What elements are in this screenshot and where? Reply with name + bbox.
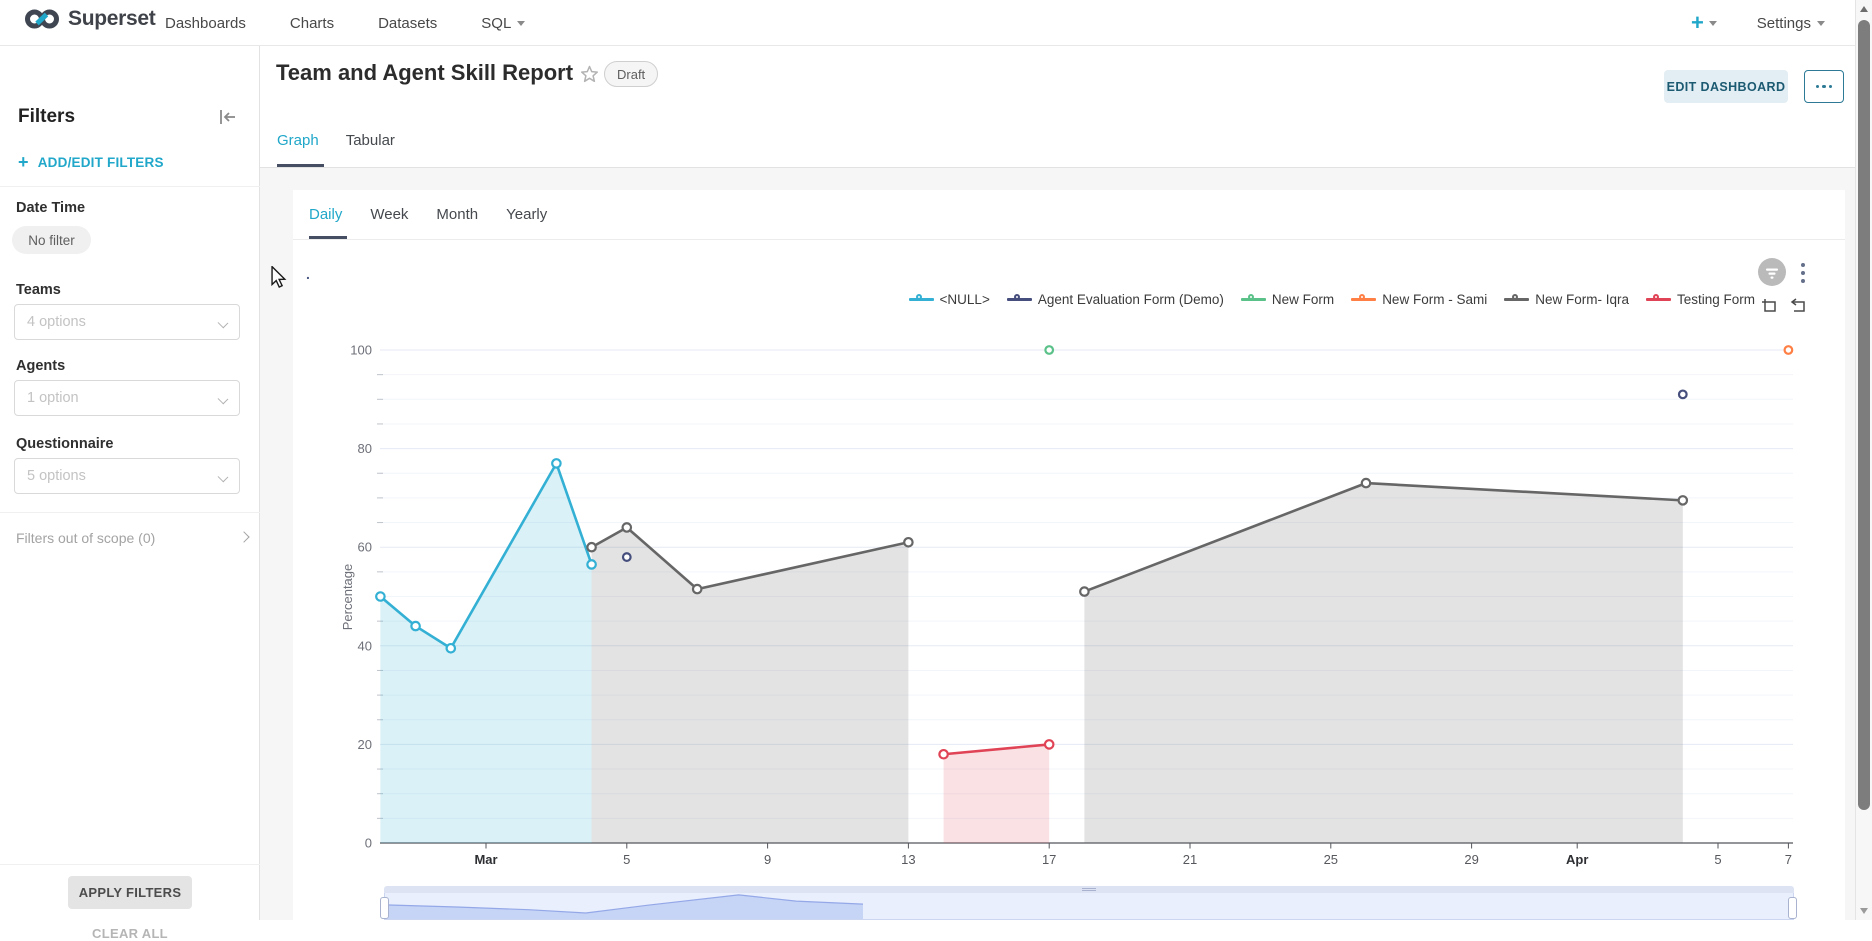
caret-down-icon [1817, 20, 1825, 26]
scroll-up-icon[interactable] [1860, 6, 1868, 12]
datazoom-move-handle[interactable] [384, 886, 1794, 893]
apply-filters-button[interactable]: APPLY FILTERS [68, 876, 192, 909]
page-scrollbar[interactable] [1855, 0, 1872, 920]
page-title: Team and Agent Skill Report [276, 60, 574, 85]
filter-label-teams: Teams [16, 282, 61, 298]
agents-select[interactable]: 1 option [14, 380, 240, 416]
legend-label: Agent Evaluation Form (Demo) [1037, 292, 1224, 307]
tab-graph[interactable]: Graph [277, 132, 319, 149]
tab-yearly[interactable]: Yearly [506, 206, 548, 223]
new-item-button[interactable]: + [1691, 12, 1717, 34]
plus-icon: + [1690, 10, 1704, 35]
tab-daily[interactable]: Daily [309, 206, 343, 223]
active-tab-indicator [309, 236, 347, 239]
legend-marker [1645, 294, 1671, 301]
collapse-sidebar-icon[interactable] [218, 108, 238, 126]
settings-menu[interactable]: Settings [1757, 15, 1825, 32]
divider [0, 186, 260, 187]
nav-sql[interactable]: SQL [481, 15, 526, 32]
chart-menu-button[interactable] [1796, 260, 1810, 286]
filters-sidebar: Filters + ADD/EDIT FILTERS Date Time No … [0, 46, 260, 941]
brand-name: Superset [68, 7, 156, 30]
top-navbar: Superset Dashboards Charts Datasets SQL … [0, 0, 1855, 46]
legend-item[interactable]: Testing Form [1645, 292, 1755, 307]
ellipsis-icon [1815, 84, 1820, 89]
legend-marker [1504, 294, 1530, 301]
nav-dashboards[interactable]: Dashboards [165, 14, 246, 32]
chevron-down-icon [217, 317, 229, 329]
questionnaire-select[interactable]: 5 options [14, 458, 240, 494]
datazoom-left-handle[interactable] [380, 897, 389, 919]
chart-title-dot: . [306, 266, 310, 282]
legend-label: New Form [1271, 292, 1335, 307]
chart-toolbox [1760, 297, 1806, 314]
filter-label-datetime: Date Time [16, 200, 86, 216]
grip-icon [1082, 888, 1096, 891]
legend-marker [1351, 294, 1377, 301]
legend-marker [1240, 294, 1266, 301]
nav-datasets[interactable]: Datasets [378, 14, 438, 32]
legend-item[interactable]: New Form- Iqra [1504, 292, 1629, 307]
tab-week[interactable]: Week [370, 206, 409, 223]
tab-month[interactable]: Month [436, 206, 479, 223]
status-badge: Draft [604, 61, 659, 87]
active-tab-indicator [277, 164, 324, 167]
plus-icon: + [18, 152, 29, 172]
superset-brand[interactable]: Superset [24, 7, 156, 31]
filters-title: Filters [18, 106, 76, 127]
restore-icon[interactable] [1789, 297, 1806, 314]
legend-label: <NULL> [939, 292, 990, 307]
datazoom-right-handle[interactable] [1788, 897, 1797, 919]
kebab-menu-icon [1801, 263, 1805, 267]
legend-marker [1006, 294, 1032, 301]
tab-tabular[interactable]: Tabular [345, 132, 395, 149]
legend-marker [908, 294, 934, 301]
legend-label: New Form - Sami [1382, 292, 1488, 307]
legend-label: Testing Form [1676, 292, 1755, 307]
teams-select[interactable]: 4 options [14, 304, 240, 340]
divider [260, 167, 1855, 168]
zoom-select-icon[interactable] [1760, 297, 1777, 314]
chevron-right-icon [238, 531, 250, 543]
more-options-button[interactable] [1804, 70, 1844, 103]
nav-charts[interactable]: Charts [289, 14, 335, 32]
edit-dashboard-button[interactable]: EDIT DASHBOARD [1664, 70, 1788, 103]
legend-item[interactable]: Agent Evaluation Form (Demo) [1006, 292, 1224, 307]
filter-label-agents: Agents [16, 358, 66, 374]
filters-out-of-scope[interactable]: Filters out of scope (0) [16, 530, 250, 546]
datazoom-overview-chart [385, 894, 863, 919]
clear-all-button[interactable]: CLEAR ALL [92, 926, 168, 941]
applied-filters-indicator[interactable] [1758, 258, 1786, 286]
datetime-filter-value[interactable]: No filter [12, 226, 91, 254]
scroll-down-icon[interactable] [1860, 908, 1868, 914]
chevron-down-icon [217, 393, 229, 405]
caret-down-icon [517, 20, 526, 26]
divider [293, 239, 1845, 240]
star-outline-icon[interactable] [580, 65, 599, 83]
scrollbar-thumb[interactable] [1858, 20, 1870, 810]
divider [0, 864, 260, 865]
chevron-down-icon [217, 471, 229, 483]
caret-down-icon [1708, 20, 1717, 26]
add-edit-filters-button[interactable]: + ADD/EDIT FILTERS [18, 152, 164, 172]
legend-item[interactable]: <NULL> [908, 292, 990, 307]
superset-infinity-logo [25, 9, 59, 29]
divider [0, 512, 260, 513]
filter-funnel-icon [1766, 268, 1778, 279]
chart-legend: <NULL> Agent Evaluation Form (Demo) New Fo… [900, 292, 1755, 307]
dashboard-header [260, 46, 1855, 118]
datazoom-slider [380, 886, 1797, 920]
legend-label: New Form- Iqra [1535, 292, 1629, 307]
filter-label-questionnaire: Questionnaire [16, 436, 114, 452]
legend-item[interactable]: New Form - Sami [1351, 292, 1487, 307]
datazoom-track[interactable] [384, 893, 1794, 920]
legend-item[interactable]: New Form [1240, 292, 1335, 307]
